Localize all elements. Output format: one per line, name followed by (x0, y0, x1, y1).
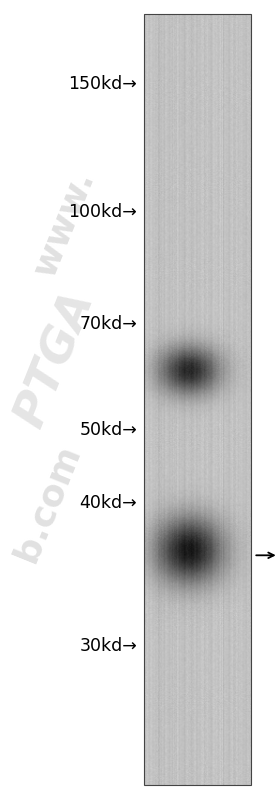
Text: 30kd→: 30kd→ (80, 637, 137, 654)
Text: 40kd→: 40kd→ (80, 495, 137, 512)
Text: 70kd→: 70kd→ (80, 315, 137, 332)
Bar (144, 14, 251, 785)
Text: PTGA: PTGA (8, 285, 104, 434)
Text: 150kd→: 150kd→ (68, 75, 137, 93)
Text: b.com: b.com (9, 440, 87, 566)
Text: 50kd→: 50kd→ (80, 421, 137, 439)
Text: www.: www. (28, 165, 101, 282)
Text: 100kd→: 100kd→ (68, 203, 137, 221)
